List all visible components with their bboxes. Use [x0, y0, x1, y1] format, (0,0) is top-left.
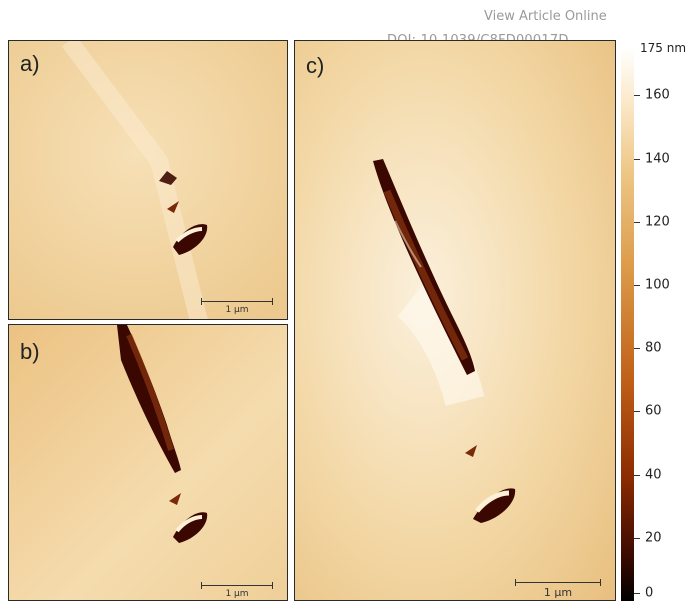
colorbar-tick: [634, 593, 640, 594]
colorbar-tick: [634, 285, 640, 286]
colorbar-unit-label: 175 nm: [640, 41, 687, 55]
afm-image-b: [9, 325, 287, 600]
scale-label-b: 1 μm: [225, 589, 249, 599]
height-colorbar: [621, 48, 634, 601]
colorbar-tick-label: 80: [645, 340, 662, 356]
view-article-online-link[interactable]: View Article Online: [484, 9, 607, 24]
scale-label-a: 1 μm: [225, 305, 249, 315]
colorbar-tick-label: 40: [645, 467, 662, 483]
afm-panel-b: b) 1 μm: [8, 324, 288, 601]
panel-label-b: b): [20, 339, 40, 364]
colorbar-tick-label: 140: [645, 151, 670, 167]
colorbar-tick: [634, 221, 640, 223]
scale-bar-b: 1 μm: [201, 582, 273, 599]
scale-bar-a: 1 μm: [201, 298, 273, 315]
colorbar-tick: [634, 537, 640, 539]
colorbar-tick-label: 100: [645, 277, 670, 293]
afm-image-c: [295, 41, 615, 600]
colorbar-tick-label: 160: [645, 87, 670, 103]
scale-label-c: 1 μm: [543, 586, 573, 599]
colorbar-tick: [634, 95, 640, 97]
colorbar-tick: [634, 158, 640, 160]
scale-bar-c: 1 μm: [515, 579, 601, 599]
afm-panel-a: a) 1 μm: [8, 40, 288, 320]
colorbar-tick-label: 60: [645, 403, 662, 419]
colorbar-tick-label: 20: [645, 530, 662, 546]
colorbar-tick: [634, 474, 640, 476]
colorbar-tick-label: 120: [645, 214, 670, 230]
panel-label-a: a): [20, 51, 40, 76]
afm-panel-c: c) 1 μm: [294, 40, 616, 601]
panel-label-c: c): [306, 53, 325, 78]
colorbar-tick: [634, 411, 640, 413]
colorbar-tick-label: 0: [645, 585, 654, 601]
colorbar-tick: [634, 348, 640, 350]
afm-image-a: [9, 41, 287, 319]
